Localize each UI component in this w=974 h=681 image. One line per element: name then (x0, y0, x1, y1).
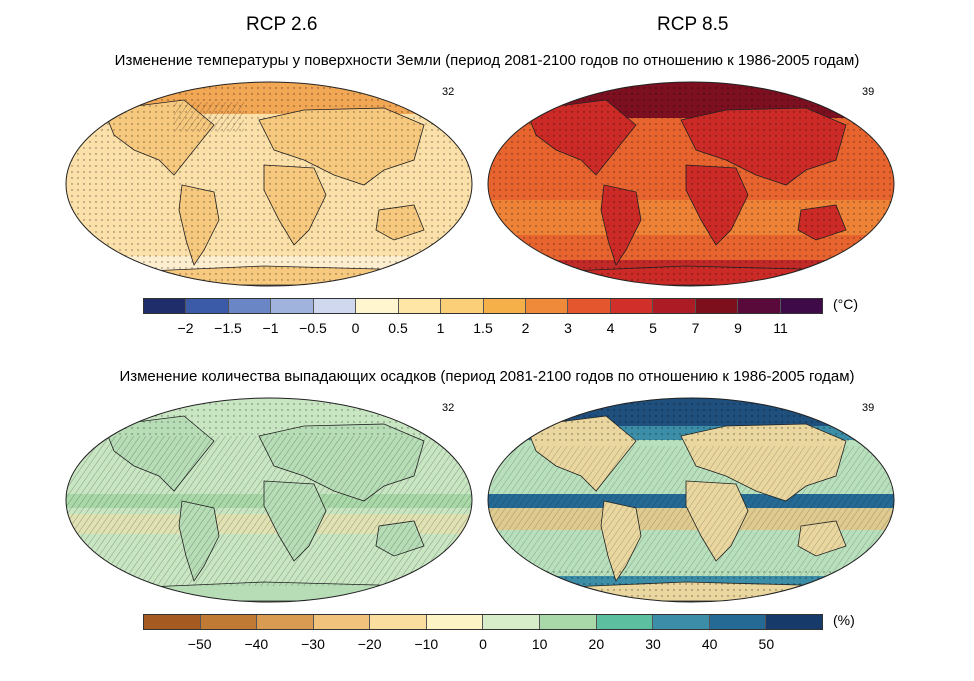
temperature-swatch-8 (483, 299, 526, 313)
temperature-swatch-1 (186, 299, 229, 313)
temperature-map-rcp85: 39 (486, 80, 896, 288)
precipitation-swatch-11 (766, 615, 822, 629)
temperature-tick-label: 0.5 (388, 320, 408, 336)
temperature-swatch-6 (398, 299, 442, 313)
temperature-legend: −2 −1.5 −1 −0.5 0 0.5 1 1.5 2 3 4 5 7 9 11 (143, 298, 823, 336)
precipitation-swatch-1 (200, 615, 258, 629)
precipitation-swatch-4 (370, 615, 427, 629)
temperature-swatch-11 (610, 299, 654, 313)
temperature-swatch-13 (695, 299, 739, 313)
temperature-tick-label: −0.5 (299, 320, 327, 336)
precipitation-legend: −50 −40 −30 −20 −10 0 10 20 30 40 50 (143, 614, 823, 652)
precipitation-tick-label: −20 (357, 636, 382, 652)
temperature-swatch-3 (271, 299, 314, 313)
precipitation-tick-label: −30 (301, 636, 325, 652)
precipitation-swatch-5 (426, 615, 484, 629)
temperature-swatch-2 (228, 299, 272, 313)
precipitation-tick-label: 50 (758, 636, 775, 652)
precipitation-map-rcp26: 32 (64, 396, 474, 604)
temperature-colorbar (143, 298, 823, 314)
precipitation-swatch-8 (596, 615, 654, 629)
temperature-map-rcp26: 32 (64, 80, 474, 288)
precipitation-swatch-6 (483, 615, 541, 629)
precipitation-tick-label: −10 (414, 636, 439, 652)
temperature-tick-label: 3 (564, 320, 572, 336)
temperature-swatch-12 (653, 299, 696, 313)
temperature-tick-label: 1 (436, 320, 445, 336)
temperature-tick-label: 2 (521, 320, 530, 336)
temperature-tick-label: −1 (262, 320, 279, 336)
temperature-swatch-7 (441, 299, 484, 313)
precipitation-tick-label: 30 (645, 636, 661, 652)
scenario-label-rcp85: RCP 8.5 (657, 14, 729, 35)
precipitation-tick-label: 10 (531, 636, 548, 652)
temperature-tick-label: 1.5 (473, 320, 493, 336)
precipitation-swatch-0 (144, 615, 201, 629)
precipitation-tick-label: −40 (244, 636, 269, 652)
temperature-tick-label: 9 (734, 320, 742, 336)
precipitation-swatch-10 (709, 615, 767, 629)
temperature-tick-label: 11 (773, 320, 788, 336)
precipitation-colorbar (143, 614, 823, 630)
precipitation-tick-label: 20 (588, 636, 605, 652)
temperature-swatch-0 (144, 299, 187, 313)
model-count-precip-rcp26: 32 (442, 402, 455, 414)
precipitation-tick-label: 40 (701, 636, 718, 652)
temperature-swatch-10 (568, 299, 611, 313)
temperature-tick-label: 4 (606, 320, 615, 336)
temperature-tick-label: −2 (177, 320, 194, 336)
precipitation-swatch-7 (540, 615, 597, 629)
temperature-tick-label: −1.5 (214, 320, 242, 336)
temperature-tick-label: 5 (649, 320, 657, 336)
precipitation-map-rcp85: 39 (486, 396, 896, 604)
precipitation-swatch-3 (313, 615, 371, 629)
model-count-temp-rcp26: 32 (442, 86, 455, 98)
temperature-unit: (°C) (833, 296, 859, 312)
temperature-swatch-9 (525, 299, 569, 313)
model-count-temp-rcp85: 39 (862, 86, 875, 98)
temperature-title: Изменение температуры у поверхности Земл… (114, 52, 860, 69)
precipitation-tick-label: 0 (479, 636, 487, 652)
temperature-tick-label: 0 (351, 320, 360, 336)
temperature-swatch-15 (780, 299, 822, 313)
temperature-swatch-5 (356, 299, 399, 313)
precipitation-unit: (%) (833, 612, 855, 628)
scenario-label-rcp26: RCP 2.6 (246, 14, 318, 35)
precipitation-swatch-2 (257, 615, 314, 629)
temperature-swatch-4 (313, 299, 357, 313)
temperature-swatch-14 (738, 299, 781, 313)
model-count-precip-rcp85: 39 (862, 402, 875, 414)
precipitation-swatch-9 (653, 615, 710, 629)
precipitation-tick-label: −50 (187, 636, 212, 652)
temperature-tick-label: 7 (691, 320, 700, 336)
precipitation-title: Изменение количества выпадающих осадков … (119, 368, 855, 385)
